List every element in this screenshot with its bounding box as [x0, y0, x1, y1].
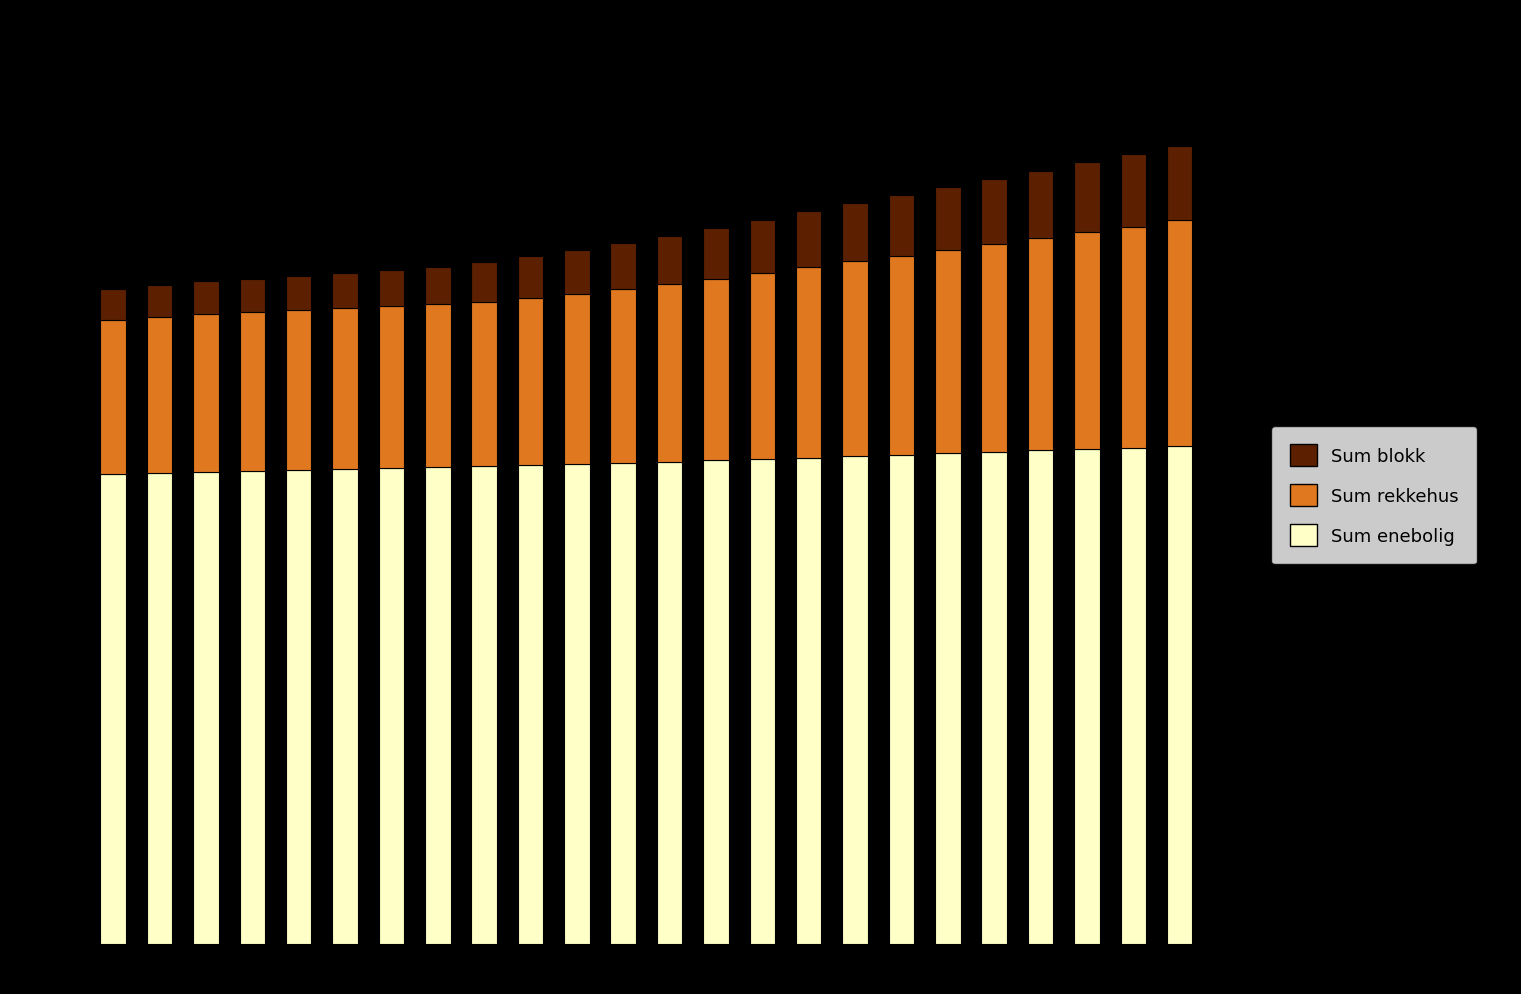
Bar	[657, 462, 683, 944]
Bar	[795, 458, 821, 944]
Legend: Sum blokk, Sum rekkehus, Sum enebolig: Sum blokk, Sum rekkehus, Sum enebolig	[1272, 426, 1477, 565]
Bar	[146, 285, 172, 318]
Bar	[379, 270, 405, 307]
Bar	[888, 455, 914, 944]
Bar	[517, 298, 543, 465]
Bar	[239, 471, 265, 944]
Bar	[379, 307, 405, 468]
Bar	[888, 196, 914, 256]
Bar	[146, 318, 172, 473]
Bar	[1074, 163, 1100, 234]
Bar	[517, 465, 543, 944]
Bar	[146, 473, 172, 944]
Bar	[610, 463, 636, 944]
Bar	[239, 313, 265, 471]
Bar	[193, 282, 219, 315]
Bar	[424, 267, 450, 305]
Bar	[472, 302, 497, 466]
Bar	[564, 251, 590, 294]
Bar	[424, 305, 450, 467]
Bar	[193, 472, 219, 944]
Bar	[379, 468, 405, 944]
Bar	[1167, 222, 1192, 446]
Bar	[843, 204, 868, 262]
Bar	[193, 315, 219, 472]
Bar	[981, 452, 1007, 944]
Bar	[750, 221, 776, 273]
Bar	[1121, 448, 1147, 944]
Bar	[332, 469, 357, 944]
Bar	[564, 294, 590, 464]
Bar	[657, 285, 683, 462]
Bar	[517, 256, 543, 298]
Bar	[1028, 171, 1054, 239]
Bar	[750, 273, 776, 459]
Bar	[1074, 234, 1100, 449]
Bar	[610, 244, 636, 290]
Bar	[888, 256, 914, 455]
Bar	[1074, 449, 1100, 944]
Bar	[703, 229, 729, 279]
Bar	[472, 466, 497, 944]
Bar	[1028, 451, 1054, 944]
Bar	[935, 250, 961, 454]
Bar	[981, 245, 1007, 452]
Bar	[1121, 228, 1147, 448]
Bar	[1121, 155, 1147, 228]
Bar	[1167, 446, 1192, 944]
Bar	[703, 279, 729, 461]
Bar	[1028, 239, 1054, 451]
Bar	[935, 188, 961, 250]
Bar	[100, 321, 126, 474]
Bar	[750, 459, 776, 944]
Bar	[424, 467, 450, 944]
Bar	[935, 454, 961, 944]
Bar	[795, 267, 821, 458]
Bar	[703, 461, 729, 944]
Bar	[286, 276, 312, 311]
Bar	[981, 180, 1007, 245]
Bar	[332, 309, 357, 469]
Bar	[843, 456, 868, 944]
Bar	[472, 262, 497, 302]
Bar	[564, 464, 590, 944]
Bar	[795, 212, 821, 267]
Bar	[610, 290, 636, 463]
Bar	[657, 237, 683, 285]
Bar	[1167, 146, 1192, 222]
Bar	[100, 290, 126, 321]
Bar	[100, 474, 126, 944]
Bar	[239, 279, 265, 313]
Bar	[286, 470, 312, 944]
Bar	[843, 262, 868, 456]
Bar	[332, 273, 357, 309]
Bar	[286, 311, 312, 470]
